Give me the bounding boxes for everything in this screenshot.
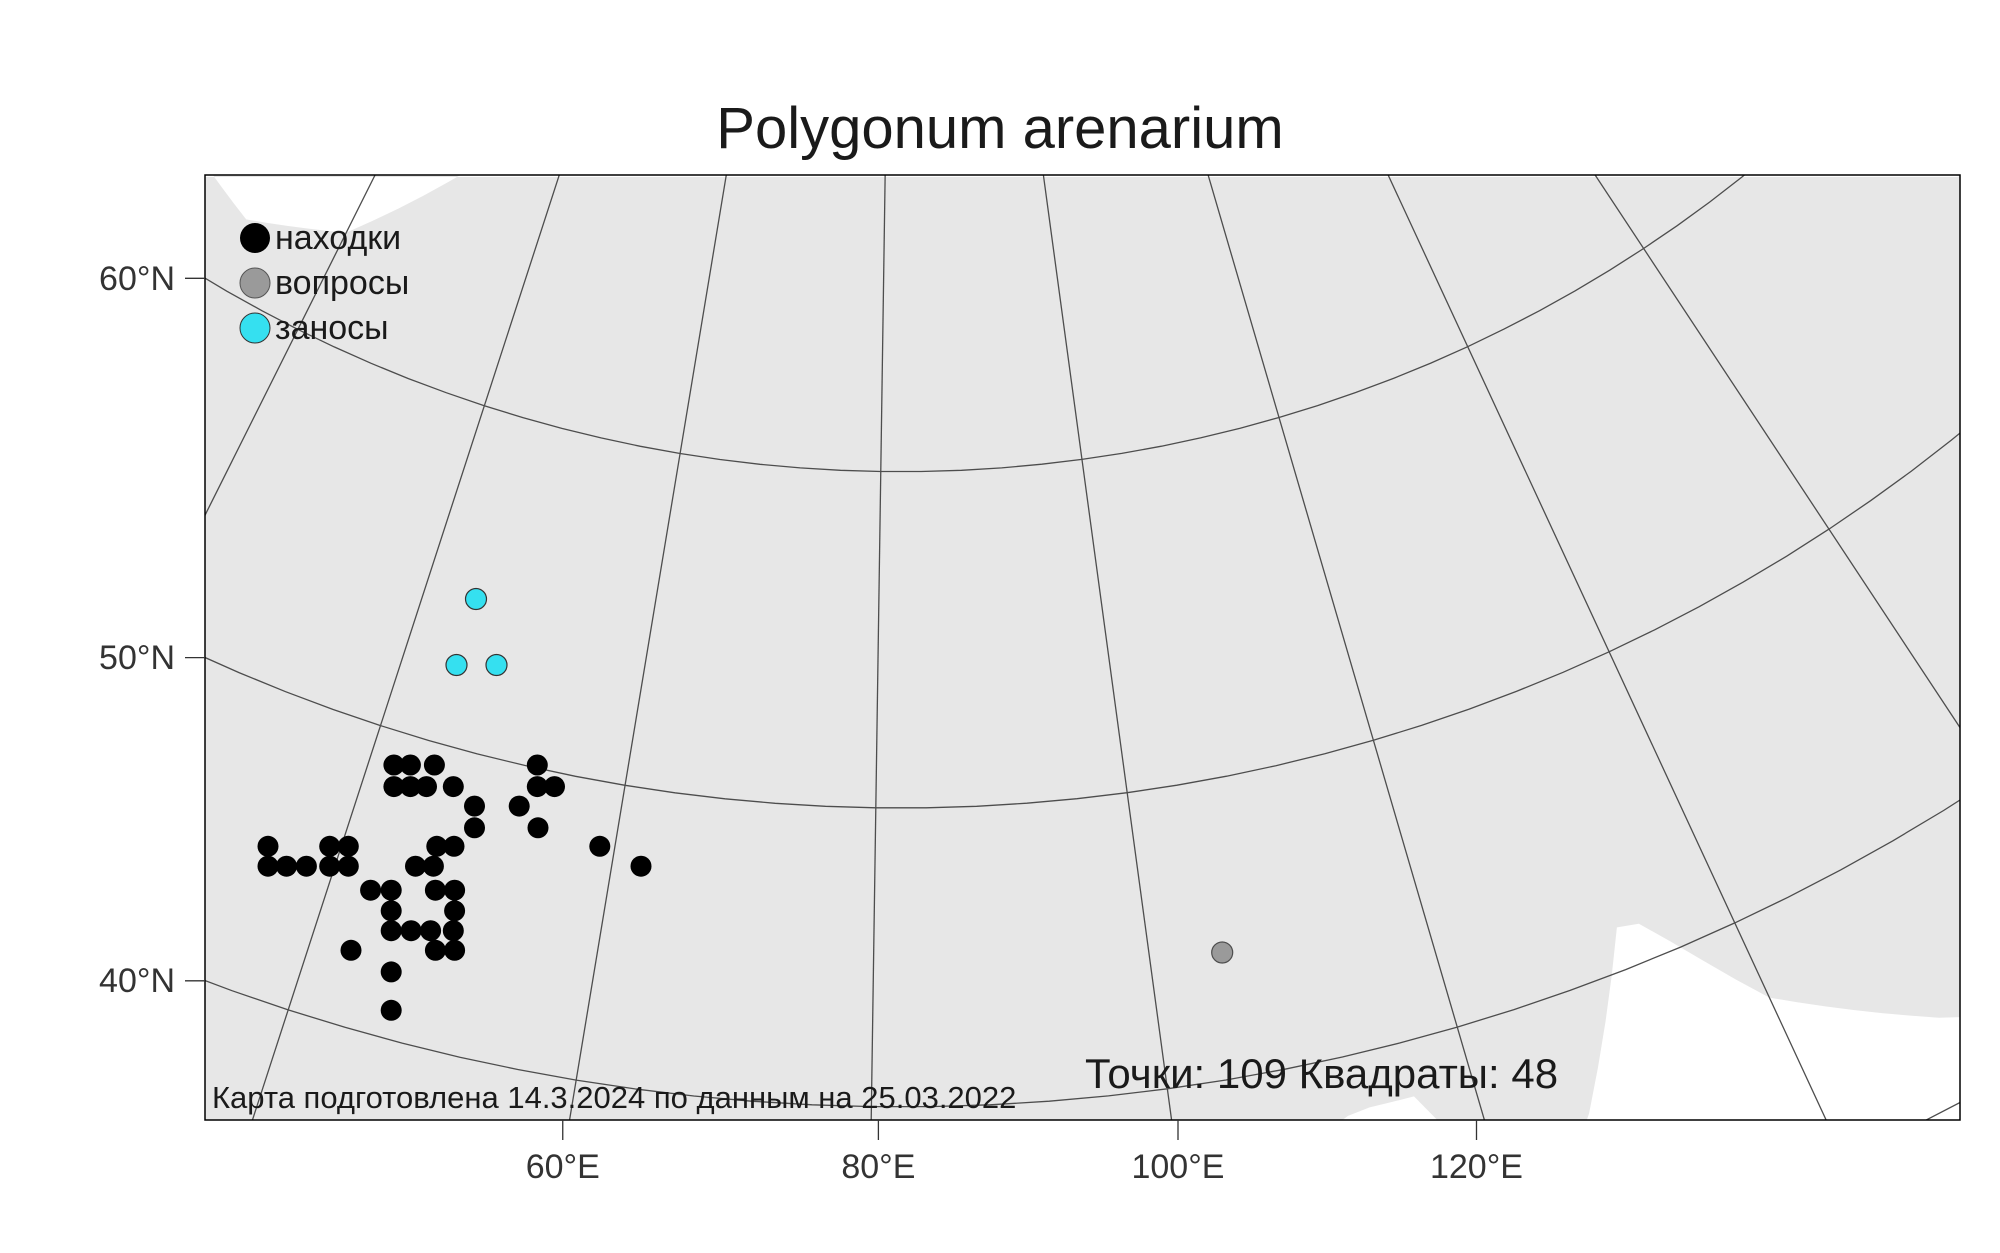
svg-text:вопросы: вопросы <box>275 264 409 302</box>
svg-text:40°N: 40°N <box>99 962 175 1000</box>
svg-text:Точки: 109 Квадраты: 48: Точки: 109 Квадраты: 48 <box>1085 1050 1558 1097</box>
svg-text:находки: находки <box>275 219 401 257</box>
svg-text:100°E: 100°E <box>1131 1148 1224 1186</box>
svg-text:60°N: 60°N <box>99 260 175 298</box>
svg-text:80°E: 80°E <box>841 1148 915 1186</box>
svg-text:50°N: 50°N <box>99 639 175 677</box>
svg-text:120°E: 120°E <box>1430 1148 1523 1186</box>
svg-text:Карта подготовлена 14.3.2024 п: Карта подготовлена 14.3.2024 по данным н… <box>212 1080 1016 1115</box>
svg-text:заносы: заносы <box>275 309 389 347</box>
svg-text:60°E: 60°E <box>526 1148 600 1186</box>
